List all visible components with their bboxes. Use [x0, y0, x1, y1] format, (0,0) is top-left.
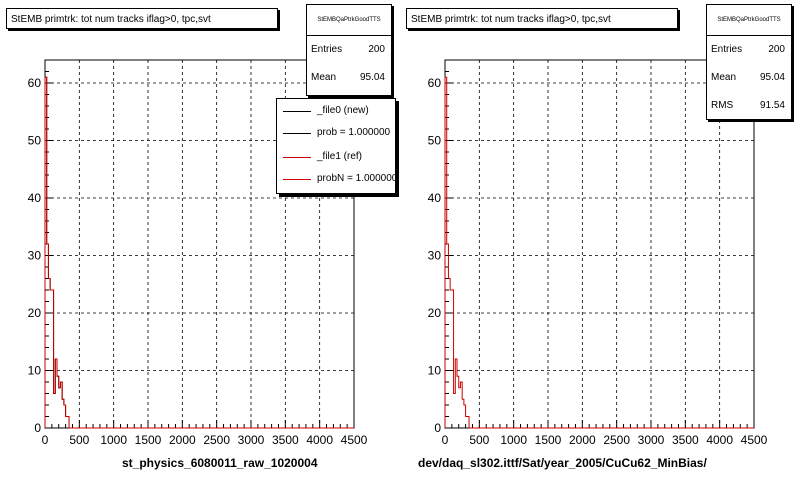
stats-value: 200 [768, 44, 785, 55]
stats-label: Mean [711, 72, 737, 83]
left-file-label: st_physics_6080011_raw_1020004 [122, 456, 318, 470]
left-stats-name: StEMBQaPtrkGoodTTS [307, 5, 391, 36]
legend-line [283, 179, 311, 180]
stats-label: Entries [711, 44, 743, 55]
x-tick-label: 0 [442, 433, 449, 447]
y-tick-label: 60 [428, 76, 442, 90]
y-tick-label: 30 [428, 249, 442, 263]
histogram-series [444, 76, 754, 429]
left-stats-entries: Entries 200 [307, 36, 391, 64]
y-tick-label: 20 [28, 306, 42, 320]
stats-value: 95.04 [759, 72, 785, 83]
x-tick-label: 500 [69, 433, 89, 447]
right-stats-entries: Entries 200 [707, 36, 791, 64]
y-tick-label: 10 [428, 364, 442, 378]
y-tick-label: 10 [28, 364, 42, 378]
stats-value: 95.04 [359, 72, 385, 83]
x-tick-label: 4000 [706, 433, 733, 447]
x-tick-label: 1000 [100, 433, 127, 447]
x-tick-label: 3500 [272, 433, 299, 447]
left-pad: 0 500 1000 1500 2000 2500 3000 3500 4000 4500 0 10 2… [6, 4, 396, 470]
x-tick-label: 2500 [203, 433, 230, 447]
y-tick-label: 20 [428, 306, 442, 320]
x-tick-label: 500 [469, 433, 489, 447]
legend-label: probN = 1.000000 [317, 173, 396, 184]
legend-label: _file1 (ref) [317, 151, 363, 162]
y-tick-label: 0 [434, 421, 441, 435]
left-plot-title: StEMB primtrk: tot num tracks iflag>0, t… [6, 8, 278, 29]
x-tick-label: 3500 [672, 433, 699, 447]
right-stats-box: StEMBQaPtrkGoodTTS Entries 200 Mean 95.0… [706, 4, 792, 120]
x-tick-label: 3000 [638, 433, 665, 447]
x-tick-label: 4000 [306, 433, 333, 447]
stats-label: Mean [311, 72, 337, 83]
legend-line [283, 157, 311, 158]
y-tick-label: 0 [34, 421, 41, 435]
legend-label: _file0 (new) [317, 105, 369, 116]
x-tick-label: 2000 [569, 433, 596, 447]
x-tick-label: 4500 [341, 433, 368, 447]
right-stats-name: StEMBQaPtrkGoodTTS [707, 5, 791, 36]
y-tick-label: 50 [28, 134, 42, 148]
stats-label: Entries [311, 44, 343, 55]
x-tick-label: 2000 [169, 433, 196, 447]
legend-line [283, 111, 311, 112]
x-tick-label: 4500 [741, 433, 768, 447]
left-stats-mean: Mean 95.04 [307, 64, 391, 92]
right-plot-title: StEMB primtrk: tot num tracks iflag>0, t… [406, 8, 678, 29]
y-tick-label: 60 [28, 76, 42, 90]
right-pad: 0 500 1000 1500 2000 2500 3000 3500 4000 4500 0 10 2… [400, 0, 800, 480]
left-legend: _file0 (new) prob = 1.000000 _file1 (ref… [276, 98, 396, 194]
y-tick-label: 40 [28, 191, 42, 205]
y-tick-label: 40 [428, 191, 442, 205]
right-histogram-plot: 0 500 1000 1500 2000 2500 3000 3500 4000 4500 0 10 2… [428, 59, 768, 447]
legend-label: prob = 1.000000 [317, 127, 391, 138]
right-file-label: dev/daq_sl302.ittf/Sat/year_2005/CuCu62_… [418, 456, 707, 470]
stats-label: RMS [711, 100, 734, 111]
legend-line [283, 133, 311, 134]
stats-value: 91.54 [759, 100, 785, 111]
x-tick-label: 2500 [603, 433, 630, 447]
y-tick-label: 30 [28, 249, 42, 263]
right-stats-mean: Mean 95.04 [707, 64, 791, 92]
x-tick-label: 3000 [238, 433, 265, 447]
x-tick-label: 1000 [500, 433, 527, 447]
x-tick-label: 0 [42, 433, 49, 447]
x-tick-label: 1500 [135, 433, 162, 447]
histogram-series [44, 76, 354, 429]
left-stats-box: StEMBQaPtrkGoodTTS Entries 200 Mean 95.0… [306, 4, 392, 96]
y-tick-label: 50 [428, 134, 442, 148]
x-tick-label: 1500 [535, 433, 562, 447]
stats-value: 200 [368, 44, 385, 55]
right-stats-rms: RMS 91.54 [707, 92, 791, 120]
